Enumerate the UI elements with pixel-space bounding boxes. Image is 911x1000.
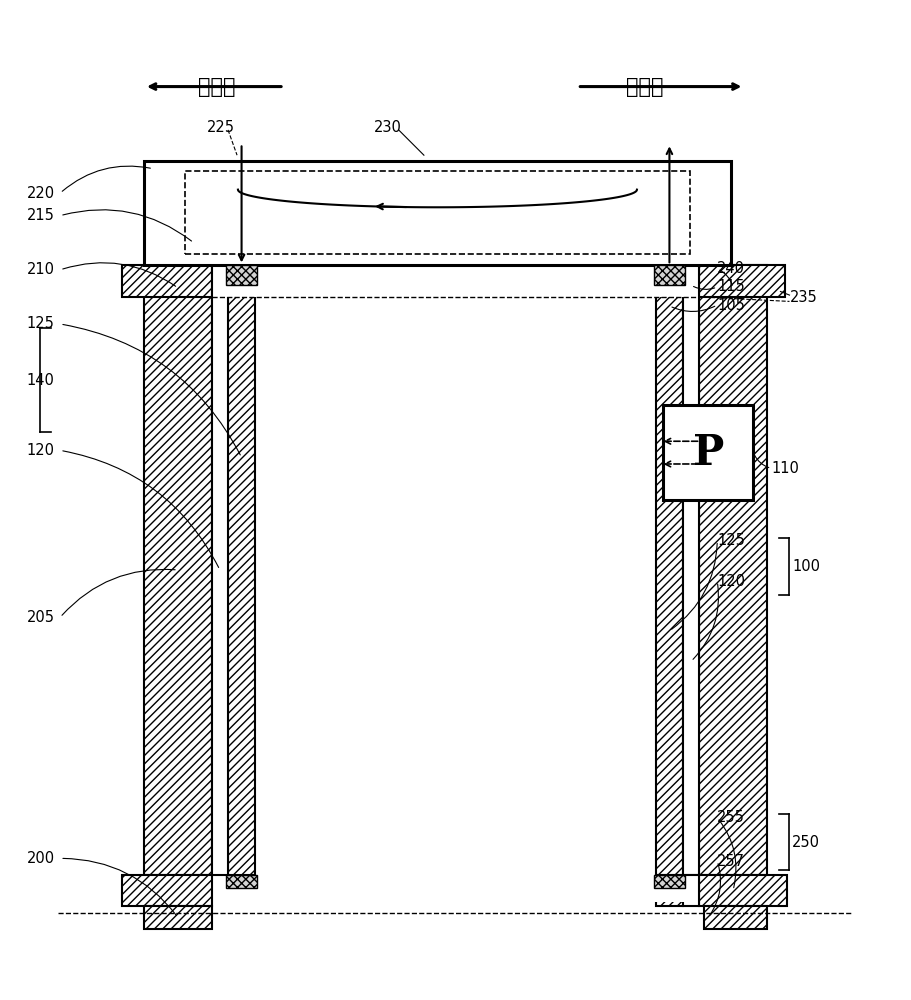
Text: 进气侧: 进气侧 — [198, 77, 235, 97]
Bar — [652, 888, 687, 902]
Bar — [121, 875, 211, 906]
Bar — [663, 405, 753, 500]
Text: 125: 125 — [717, 533, 745, 548]
Text: 230: 230 — [374, 120, 402, 135]
Text: 255: 255 — [717, 810, 745, 825]
Bar — [211, 265, 228, 875]
Bar — [185, 171, 691, 254]
Text: 110: 110 — [772, 461, 799, 476]
Bar — [228, 265, 255, 875]
Bar — [683, 875, 700, 906]
Bar — [700, 875, 787, 906]
Bar — [700, 265, 767, 875]
Text: 125: 125 — [26, 316, 55, 331]
Bar — [652, 285, 687, 297]
Text: 210: 210 — [26, 262, 55, 277]
Text: 250: 250 — [793, 835, 820, 850]
Bar — [224, 285, 259, 297]
Text: 240: 240 — [717, 261, 745, 276]
Bar — [144, 161, 731, 265]
Text: 205: 205 — [26, 610, 55, 625]
Bar — [654, 875, 685, 888]
Bar — [656, 265, 683, 875]
Bar — [144, 265, 211, 875]
Text: 220: 220 — [26, 186, 55, 201]
Bar — [226, 875, 257, 888]
Text: 100: 100 — [793, 559, 820, 574]
Text: 115: 115 — [717, 279, 745, 294]
Text: 200: 200 — [26, 851, 55, 866]
Bar — [121, 265, 211, 297]
Bar — [224, 888, 259, 902]
Text: 235: 235 — [790, 290, 817, 305]
Bar — [144, 906, 211, 929]
Text: 120: 120 — [717, 574, 745, 589]
Text: 257: 257 — [717, 854, 745, 869]
Text: 105: 105 — [717, 298, 745, 313]
Bar — [226, 265, 257, 285]
Text: 215: 215 — [26, 208, 55, 223]
Text: 225: 225 — [208, 120, 235, 135]
Text: 排气侧: 排气侧 — [626, 77, 664, 97]
Text: 140: 140 — [26, 373, 55, 388]
Text: 120: 120 — [26, 443, 55, 458]
Bar — [683, 265, 700, 875]
Bar — [700, 265, 785, 297]
Bar — [654, 265, 685, 285]
Bar — [703, 906, 767, 929]
Text: P: P — [692, 432, 724, 474]
Bar — [656, 875, 683, 906]
